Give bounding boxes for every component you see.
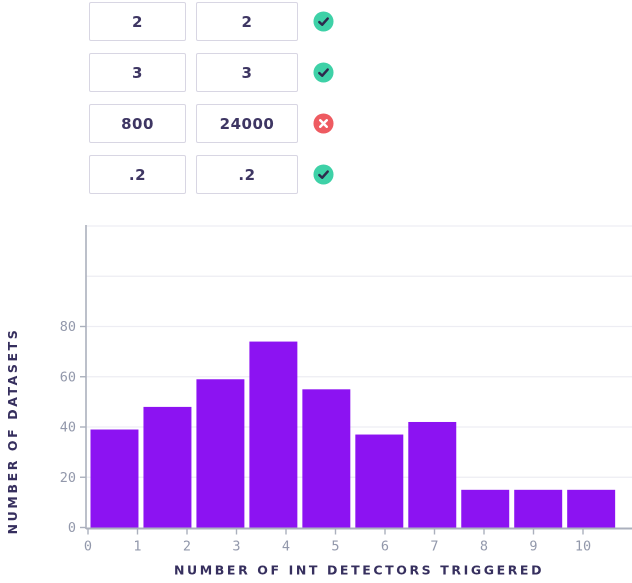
- y-tick-label: 40: [60, 420, 76, 436]
- histogram-bar: [302, 389, 351, 529]
- check-icon: [313, 11, 334, 32]
- histogram-svg: 0 20 40 60 80 0 1 2 3 4 5 6 7 8 9 10 NUMBER OF INT DETEC…: [5, 225, 632, 578]
- y-tick-label: 20: [60, 470, 76, 486]
- y-tick-label: 80: [60, 319, 76, 335]
- row-1-left-input[interactable]: [89, 2, 186, 41]
- histogram-bar: [355, 434, 404, 529]
- row-3-left-input[interactable]: [89, 104, 186, 143]
- comparison-row: [89, 53, 334, 92]
- histogram-bar: [143, 406, 192, 529]
- x-tick-label: 3: [232, 539, 240, 555]
- x-tick-label: 7: [430, 539, 438, 555]
- row-2-right-input[interactable]: [196, 53, 298, 92]
- y-tick-label: 0: [68, 520, 76, 536]
- histogram-bar: [514, 489, 563, 529]
- check-icon: [313, 164, 334, 185]
- x-tick-label: 2: [183, 539, 191, 555]
- y-tick-label: 60: [60, 369, 76, 385]
- y-axis-title: NUMBER OF DATASETS: [5, 328, 20, 535]
- row-2-left-input[interactable]: [89, 53, 186, 92]
- x-tick-label: 9: [529, 539, 537, 555]
- x-tick-label: 4: [282, 539, 290, 555]
- row-4-left-input[interactable]: [89, 155, 186, 194]
- histogram-bar: [461, 489, 510, 529]
- histogram-bar: [196, 379, 245, 529]
- comparison-row: [89, 155, 334, 194]
- x-tick-label: 10: [575, 539, 591, 555]
- row-4-right-input[interactable]: [196, 155, 298, 194]
- x-tick-label: 5: [331, 539, 339, 555]
- comparison-row: [89, 2, 334, 41]
- histogram-bar: [408, 421, 457, 529]
- x-tick-label: 1: [133, 539, 141, 555]
- x-tick-label: 0: [84, 539, 92, 555]
- x-icon: [313, 113, 334, 134]
- check-icon: [313, 62, 334, 83]
- histogram-bar: [567, 489, 616, 529]
- row-1-right-input[interactable]: [196, 2, 298, 41]
- histogram-bar: [90, 429, 139, 529]
- x-tick-label: 8: [480, 539, 488, 555]
- row-3-right-input[interactable]: [196, 104, 298, 143]
- x-tick-label: 6: [381, 539, 389, 555]
- histogram-bar: [249, 341, 298, 529]
- comparison-row: [89, 104, 334, 143]
- x-axis-title: NUMBER OF INT DETECTORS TRIGGERED: [174, 563, 544, 578]
